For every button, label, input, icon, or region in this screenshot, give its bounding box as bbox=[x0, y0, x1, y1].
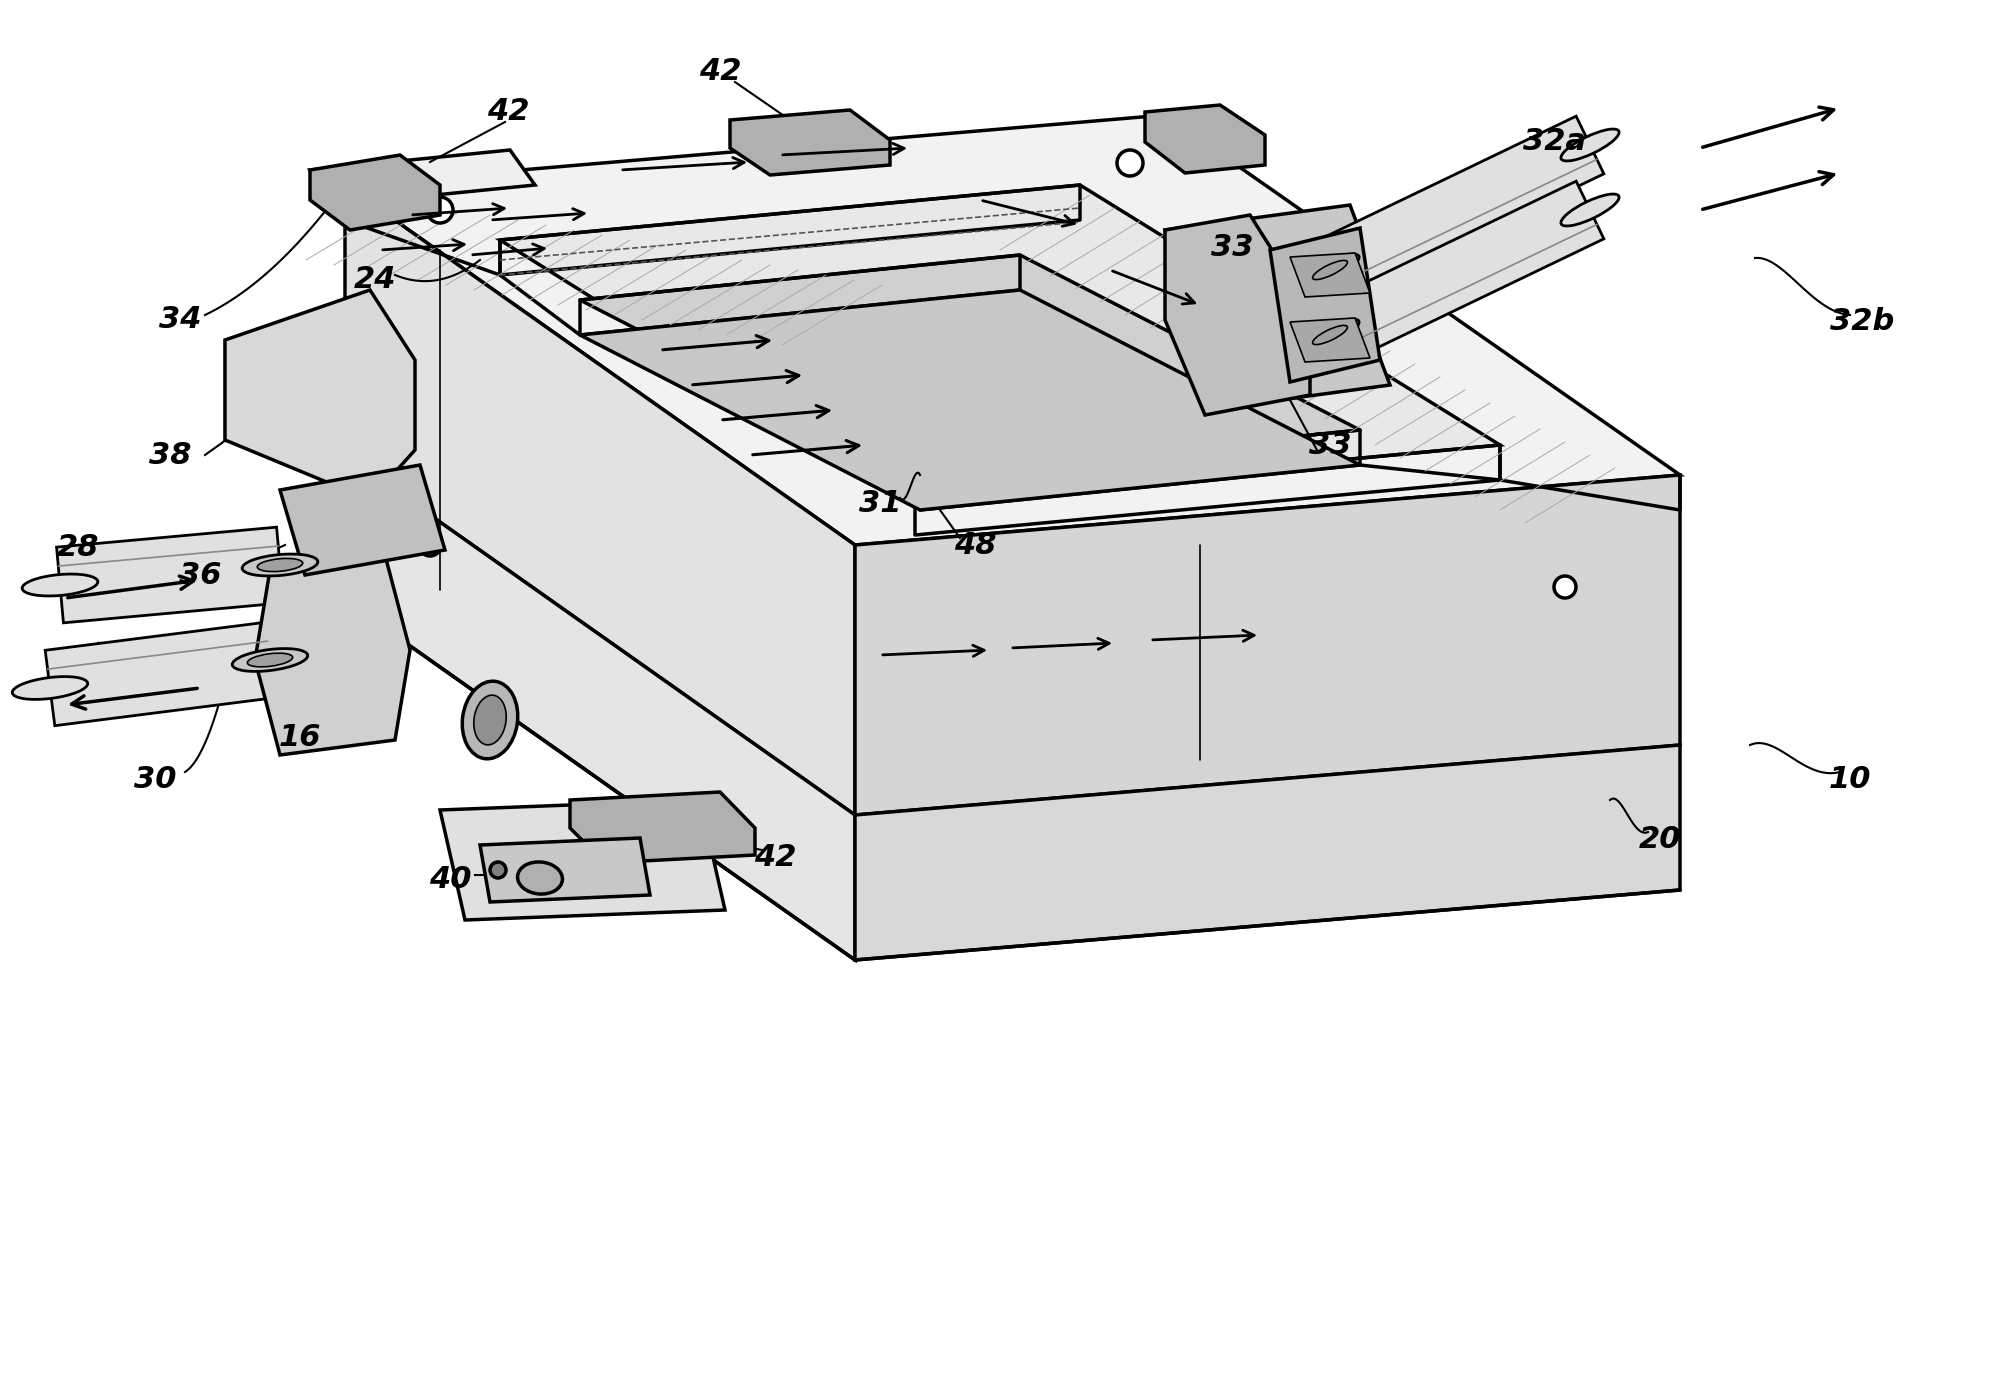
Ellipse shape bbox=[518, 862, 562, 894]
Circle shape bbox=[648, 815, 674, 841]
Polygon shape bbox=[1315, 181, 1604, 364]
Circle shape bbox=[293, 367, 309, 383]
Text: 30: 30 bbox=[134, 765, 175, 794]
Polygon shape bbox=[580, 290, 1359, 510]
Ellipse shape bbox=[1313, 261, 1347, 280]
Ellipse shape bbox=[12, 677, 88, 699]
Circle shape bbox=[311, 531, 329, 549]
Ellipse shape bbox=[233, 648, 307, 672]
Polygon shape bbox=[225, 290, 415, 501]
Polygon shape bbox=[855, 474, 1680, 815]
Circle shape bbox=[419, 534, 440, 556]
Polygon shape bbox=[311, 154, 440, 230]
Circle shape bbox=[345, 334, 357, 346]
Ellipse shape bbox=[1561, 130, 1618, 161]
Text: 48: 48 bbox=[955, 531, 996, 560]
Text: 32a: 32a bbox=[1523, 127, 1586, 156]
Ellipse shape bbox=[474, 695, 506, 745]
Circle shape bbox=[377, 456, 393, 473]
Polygon shape bbox=[345, 185, 855, 815]
Text: 24: 24 bbox=[353, 266, 397, 295]
Text: 40: 40 bbox=[428, 866, 470, 895]
Circle shape bbox=[311, 496, 329, 514]
Ellipse shape bbox=[241, 554, 317, 576]
Polygon shape bbox=[279, 465, 444, 575]
Circle shape bbox=[343, 443, 359, 458]
Polygon shape bbox=[855, 745, 1680, 960]
Ellipse shape bbox=[1313, 325, 1347, 345]
Polygon shape bbox=[255, 554, 411, 754]
Text: 28: 28 bbox=[56, 534, 100, 563]
Polygon shape bbox=[1315, 116, 1604, 299]
Circle shape bbox=[379, 349, 391, 361]
Text: 42: 42 bbox=[700, 58, 741, 87]
Circle shape bbox=[795, 125, 821, 150]
Polygon shape bbox=[311, 150, 534, 205]
Polygon shape bbox=[1166, 205, 1365, 270]
Circle shape bbox=[367, 490, 385, 507]
Text: 10: 10 bbox=[1830, 765, 1871, 794]
Polygon shape bbox=[56, 527, 283, 623]
Text: 34: 34 bbox=[159, 306, 201, 335]
Polygon shape bbox=[729, 110, 891, 175]
Text: 33: 33 bbox=[1212, 233, 1254, 262]
Circle shape bbox=[1555, 576, 1576, 598]
Polygon shape bbox=[1146, 105, 1266, 172]
Ellipse shape bbox=[462, 681, 518, 758]
Polygon shape bbox=[1289, 252, 1369, 296]
Circle shape bbox=[490, 862, 506, 878]
Text: 42: 42 bbox=[753, 844, 797, 873]
Ellipse shape bbox=[22, 574, 98, 596]
Ellipse shape bbox=[1301, 254, 1359, 285]
Polygon shape bbox=[580, 255, 1359, 474]
Text: 20: 20 bbox=[1638, 826, 1682, 855]
Text: 32b: 32b bbox=[1830, 308, 1893, 336]
Polygon shape bbox=[1190, 345, 1389, 410]
Polygon shape bbox=[500, 185, 1501, 501]
Circle shape bbox=[363, 177, 389, 203]
Polygon shape bbox=[480, 838, 650, 902]
Polygon shape bbox=[1289, 319, 1369, 363]
Polygon shape bbox=[345, 455, 855, 960]
Polygon shape bbox=[345, 114, 1680, 545]
Ellipse shape bbox=[1561, 194, 1618, 226]
Polygon shape bbox=[570, 792, 755, 863]
Circle shape bbox=[427, 197, 452, 223]
Polygon shape bbox=[1270, 228, 1379, 382]
Polygon shape bbox=[46, 622, 275, 725]
Text: 33: 33 bbox=[1309, 430, 1351, 459]
Circle shape bbox=[1116, 150, 1144, 177]
Ellipse shape bbox=[247, 654, 293, 667]
Text: 36: 36 bbox=[179, 560, 221, 589]
Ellipse shape bbox=[1301, 319, 1359, 352]
Text: 42: 42 bbox=[486, 98, 530, 127]
Text: 16: 16 bbox=[279, 724, 321, 753]
Circle shape bbox=[281, 357, 319, 393]
Ellipse shape bbox=[257, 558, 303, 571]
Text: 38: 38 bbox=[149, 440, 191, 469]
Polygon shape bbox=[1166, 215, 1309, 415]
Polygon shape bbox=[440, 800, 725, 920]
Text: 31: 31 bbox=[859, 488, 901, 517]
Circle shape bbox=[367, 524, 385, 542]
